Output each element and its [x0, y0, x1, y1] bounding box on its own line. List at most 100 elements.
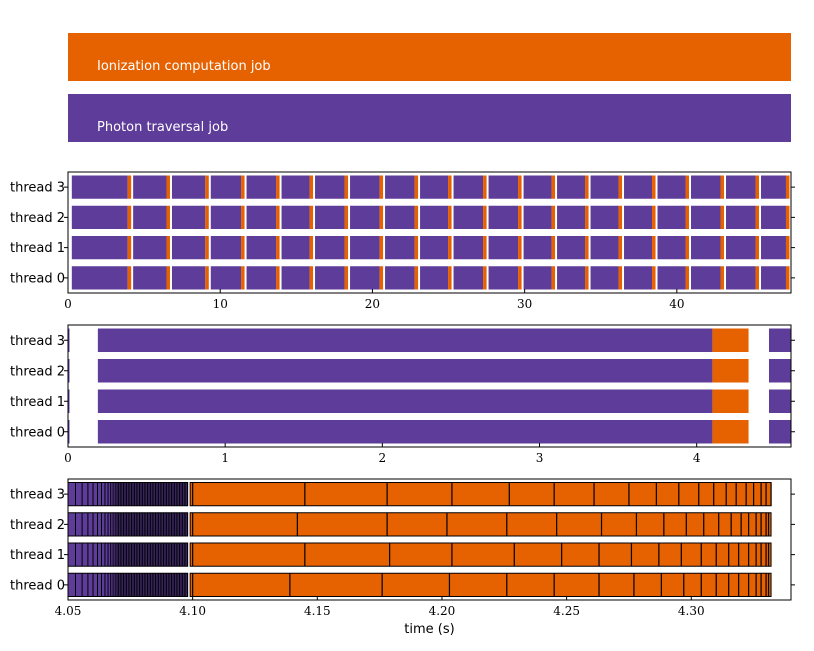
photon-job-bar: [171, 266, 206, 290]
ionization-job-bar: [189, 542, 772, 567]
thread-label: thread 2: [10, 211, 65, 226]
legend-ionization: Ionization computation job: [68, 33, 791, 81]
x-tick-label: 4.05: [55, 604, 82, 618]
ionization-job-bar: [585, 236, 589, 260]
ionization-job-bar: [518, 236, 522, 260]
thread-label: thread 0: [10, 425, 65, 440]
photon-job-bar: [171, 205, 206, 229]
thread-label: thread 0: [10, 578, 65, 593]
ionization-job-bar: [685, 236, 690, 260]
photon-job-bar: [68, 420, 70, 444]
photon-job-bar: [315, 236, 345, 260]
photon-job-bar: [768, 359, 791, 383]
photon-job-bar: [71, 205, 128, 229]
ionization-job-bar: [344, 236, 349, 260]
x-tick-label: 4.25: [553, 604, 580, 618]
ionization-job-bar: [344, 266, 349, 290]
ionization-job-bar: [551, 205, 556, 229]
ionization-job-bar: [448, 205, 452, 229]
ionization-job-bar: [618, 236, 623, 260]
photon-job-bar: [420, 236, 449, 260]
ionization-job-bar: [414, 236, 419, 260]
photon-job-bar: [350, 175, 380, 199]
ionization-job-bar: [241, 175, 245, 199]
photon-job-bar: [385, 175, 415, 199]
photon-job-bar: [97, 389, 713, 413]
ionization-job-bar: [127, 266, 132, 290]
ionization-job-bar: [712, 420, 749, 444]
ionization-job-bar: [276, 175, 280, 199]
ionization-job-bar: [652, 175, 656, 199]
thread-label: thread 2: [10, 518, 65, 533]
x-tick-label: 4: [693, 451, 701, 465]
ionization-job-bar: [189, 482, 772, 507]
ionization-job-bar: [309, 205, 314, 229]
ionization-job-bar: [483, 236, 487, 260]
ionization-job-bar: [414, 205, 419, 229]
ionization-job-bar: [785, 266, 790, 290]
photon-job-bar: [768, 328, 791, 352]
x-tick-label: 4.10: [179, 604, 206, 618]
photon-job-bar: [761, 236, 786, 260]
ionization-job-bar: [585, 175, 589, 199]
ionization-job-bar: [189, 512, 772, 537]
photon-job-bar: [624, 236, 653, 260]
ionization-job-bar: [379, 266, 384, 290]
photon-job-bar: [315, 266, 345, 290]
ionization-job-bar: [276, 266, 280, 290]
ionization-job-bar: [585, 266, 589, 290]
ionization-job-bar: [755, 175, 760, 199]
photon-job-bar: [557, 175, 586, 199]
thread-label: thread 1: [10, 548, 65, 563]
ionization-job-bar: [276, 236, 280, 260]
ionization-job-bar: [518, 205, 522, 229]
photon-job-bar: [590, 236, 619, 260]
ionization-job-bar: [127, 175, 132, 199]
ionization-job-bar: [685, 266, 690, 290]
photon-job-bar: [523, 205, 552, 229]
photon-job-bar: [726, 205, 756, 229]
ionization-job-bar: [344, 205, 349, 229]
photon-job-bar: [385, 266, 415, 290]
photon-job-bar: [68, 328, 70, 352]
photon-job-bar: [761, 266, 786, 290]
photon-job-bar: [453, 266, 484, 290]
photon-job-bar: [488, 205, 519, 229]
x-tick-label: 4.30: [678, 604, 705, 618]
photon-job-bar: [726, 236, 756, 260]
photon-job-bar: [726, 266, 756, 290]
photon-job-bar: [210, 205, 242, 229]
ionization-job-bar: [166, 175, 170, 199]
ionization-job-bar: [720, 266, 725, 290]
photon-job-bar: [350, 236, 380, 260]
ionization-job-bar: [652, 205, 656, 229]
ionization-job-bar: [241, 266, 245, 290]
photon-job-bar: [523, 266, 552, 290]
ionization-job-bar: [618, 266, 623, 290]
ionization-job-bar: [127, 205, 132, 229]
ionization-job-bar: [448, 236, 452, 260]
photon-job-bar: [97, 359, 713, 383]
legend-ionization-label: Ionization computation job: [97, 59, 271, 74]
photon-job-bar: [71, 236, 128, 260]
photon-job-bar: [657, 175, 686, 199]
ionization-job-bar: [618, 205, 623, 229]
ionization-job-bar: [414, 266, 419, 290]
photon-job-bar: [246, 266, 277, 290]
thread-label: thread 3: [10, 488, 65, 503]
x-tick-label: 4.15: [304, 604, 331, 618]
photon-job-bar: [557, 236, 586, 260]
photon-job-bar: [557, 266, 586, 290]
photon-job-bar: [281, 266, 310, 290]
photon-job-bar: [350, 266, 380, 290]
photon-job-bar: [315, 205, 345, 229]
photon-job-bar: [210, 236, 242, 260]
thread-label: thread 0: [10, 271, 65, 286]
photon-job-bar: [350, 205, 380, 229]
thread-label: thread 2: [10, 364, 65, 379]
photon-job-bar: [246, 205, 277, 229]
photon-job-bar: [523, 175, 552, 199]
ionization-job-bar: [344, 175, 349, 199]
ionization-job-bar: [712, 389, 749, 413]
x-tick-label: 20: [365, 297, 380, 311]
